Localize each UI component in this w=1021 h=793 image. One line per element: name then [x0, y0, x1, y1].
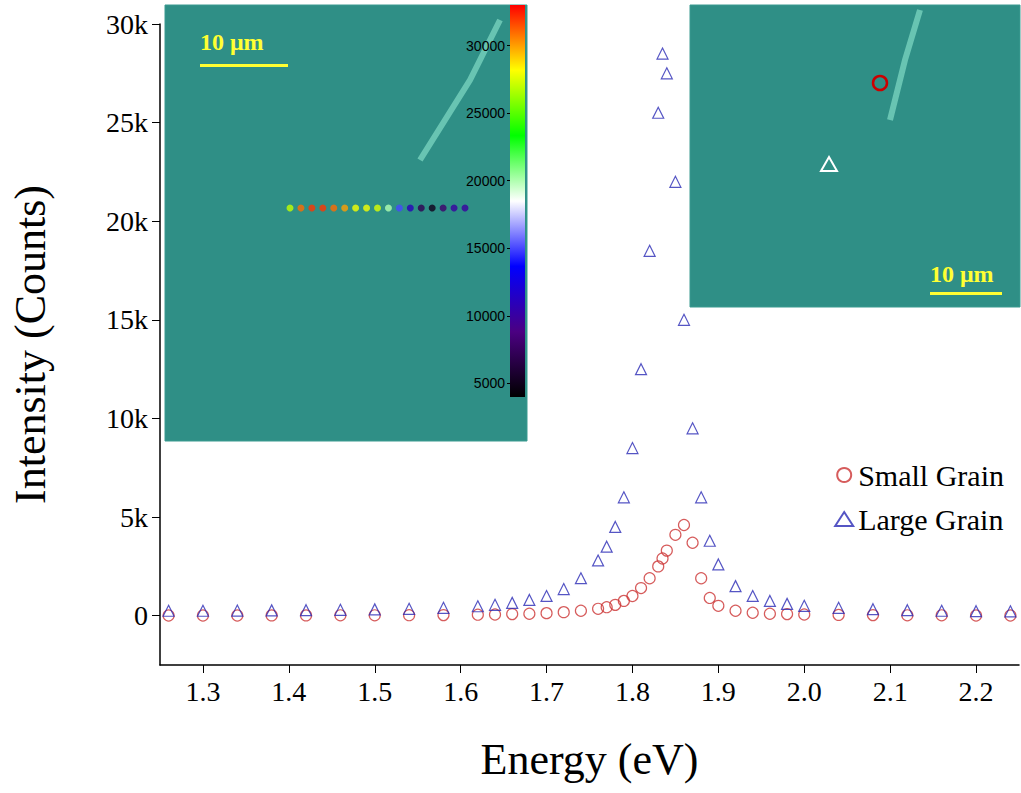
svg-text:10k: 10k — [106, 403, 148, 434]
svg-text:Small Grain: Small Grain — [858, 459, 1004, 492]
svg-text:Energy (eV): Energy (eV) — [481, 735, 699, 784]
svg-text:1.8: 1.8 — [615, 676, 650, 707]
svg-text:1.6: 1.6 — [443, 676, 478, 707]
svg-text:25k: 25k — [106, 107, 148, 138]
svg-text:5000: 5000 — [474, 375, 505, 391]
svg-text:30k: 30k — [106, 9, 148, 40]
svg-text:2.0: 2.0 — [787, 676, 822, 707]
svg-text:10000: 10000 — [466, 308, 505, 324]
svg-text:2.1: 2.1 — [873, 676, 908, 707]
svg-text:2.2: 2.2 — [959, 676, 994, 707]
svg-text:1.4: 1.4 — [271, 676, 306, 707]
svg-text:0: 0 — [134, 600, 148, 631]
svg-text:Large Grain: Large Grain — [858, 503, 1003, 536]
svg-text:15000: 15000 — [466, 240, 505, 256]
svg-text:15k: 15k — [106, 304, 148, 335]
svg-text:10 μm: 10 μm — [200, 29, 264, 55]
svg-text:5k: 5k — [120, 502, 148, 533]
svg-text:10 μm: 10 μm — [930, 261, 994, 287]
svg-text:25000: 25000 — [466, 105, 505, 121]
svg-text:1.5: 1.5 — [357, 676, 392, 707]
svg-text:1.7: 1.7 — [529, 676, 564, 707]
svg-text:Intensity (Counts): Intensity (Counts) — [6, 185, 55, 504]
svg-text:1.9: 1.9 — [701, 676, 736, 707]
svg-text:20000: 20000 — [466, 173, 505, 189]
svg-text:30000: 30000 — [466, 38, 505, 54]
svg-text:1.3: 1.3 — [185, 676, 220, 707]
svg-text:20k: 20k — [106, 206, 148, 237]
